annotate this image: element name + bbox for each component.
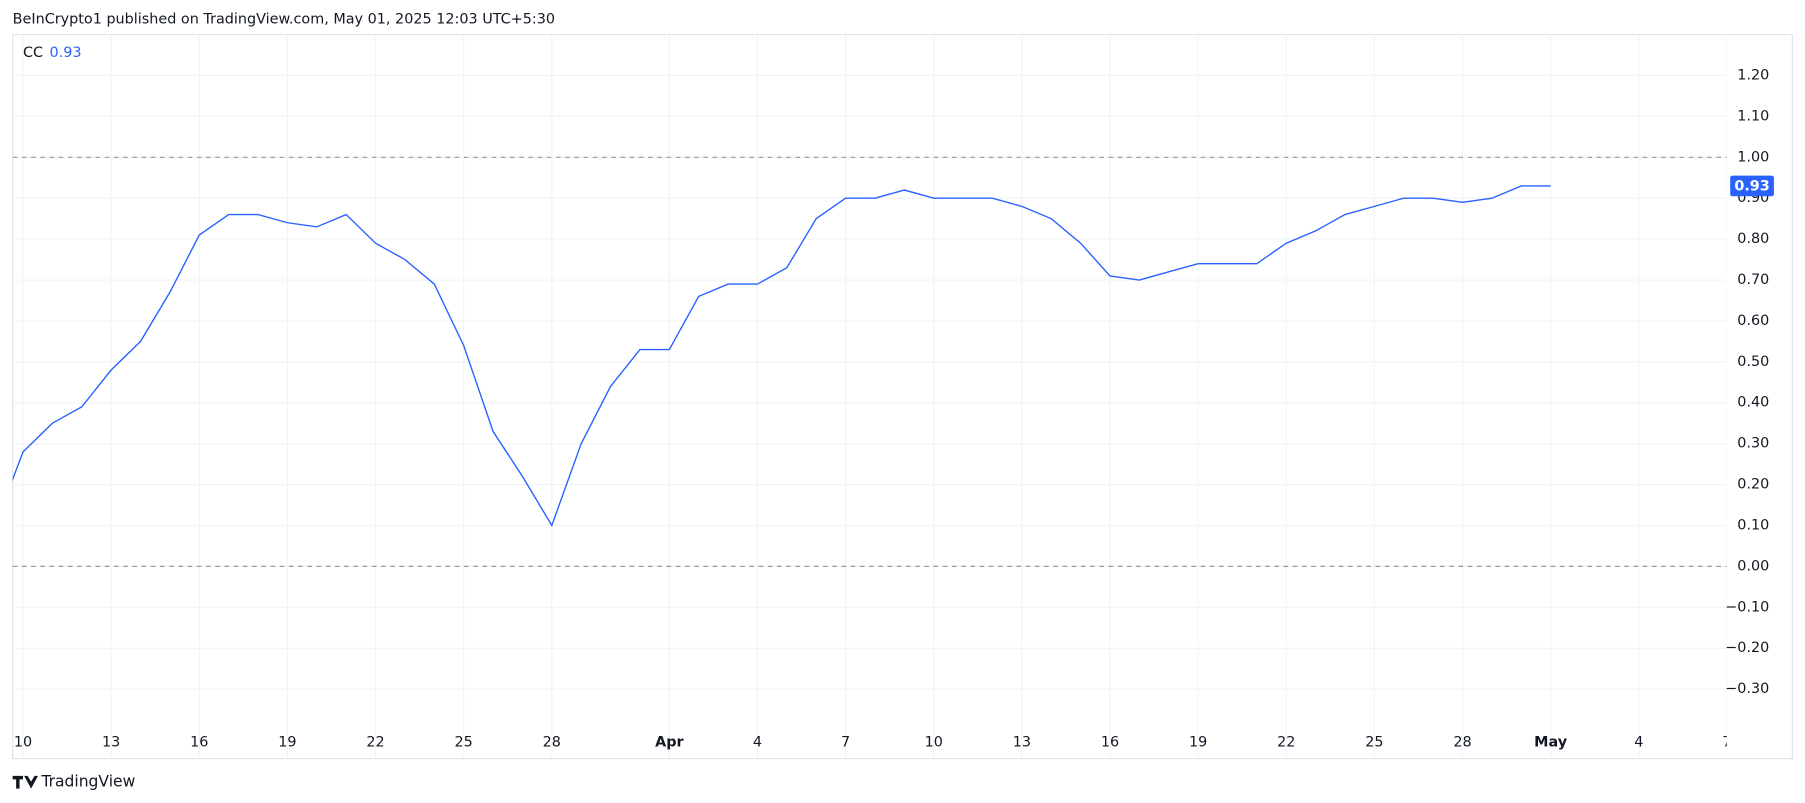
x-tick-label: 25: [455, 735, 473, 751]
y-tick-label: −0.10: [1725, 599, 1769, 615]
x-tick-label: 13: [102, 735, 120, 751]
header: BeInCrypto1 published on TradingView.com…: [13, 12, 555, 28]
x-tick-label: 28: [1453, 735, 1471, 751]
x-tick-label: 4: [753, 735, 762, 751]
y-tick-label: 0.60: [1737, 313, 1769, 329]
y-tick-label: 0.10: [1737, 517, 1769, 533]
x-tick-label: 19: [278, 735, 296, 751]
x-tick-label: 7: [841, 735, 850, 751]
price-label: 0.93: [1734, 179, 1769, 195]
x-tick-label: Apr: [655, 735, 684, 751]
pane-border: [12, 33, 1793, 760]
line-series: [12, 185, 1551, 528]
y-tick-label: 0.50: [1737, 354, 1769, 370]
legend-name: CC: [23, 45, 43, 61]
y-tick-label: 1.00: [1737, 149, 1769, 165]
y-tick-label: 0.40: [1737, 395, 1769, 411]
y-tick-label: 0.00: [1737, 558, 1769, 574]
x-tick-label: 19: [1189, 735, 1207, 751]
brand-logo: [12, 775, 38, 789]
x-tick-label: 25: [1365, 735, 1383, 751]
x-tick-label: 16: [190, 735, 208, 751]
y-tick-label: 0.30: [1737, 436, 1769, 452]
x-tick-label: 7: [1722, 735, 1731, 751]
x-tick-label: 10: [925, 735, 943, 751]
x-tick-label: 22: [366, 735, 384, 751]
y-tick-label: −0.30: [1725, 681, 1769, 697]
y-tick-label: 0.70: [1737, 272, 1769, 288]
brand: TradingView: [40, 773, 135, 791]
x-tick-label: 13: [1013, 735, 1031, 751]
y-tick-label: 0.20: [1737, 477, 1769, 493]
x-tick-label: 10: [14, 735, 32, 751]
y-tick-label: −0.20: [1725, 640, 1769, 656]
x-tick-label: 28: [543, 735, 561, 751]
y-tick-label: 1.10: [1737, 108, 1769, 124]
y-tick-label: 0.80: [1737, 231, 1769, 247]
y-tick-label: 1.20: [1737, 67, 1769, 83]
x-tick-label: 16: [1101, 735, 1119, 751]
x-tick-label: May: [1534, 735, 1568, 751]
price-label-box: [1730, 175, 1774, 197]
legend-value: 0.93: [49, 45, 81, 61]
x-tick-label: 22: [1277, 735, 1295, 751]
x-tick-label: 4: [1634, 735, 1643, 751]
